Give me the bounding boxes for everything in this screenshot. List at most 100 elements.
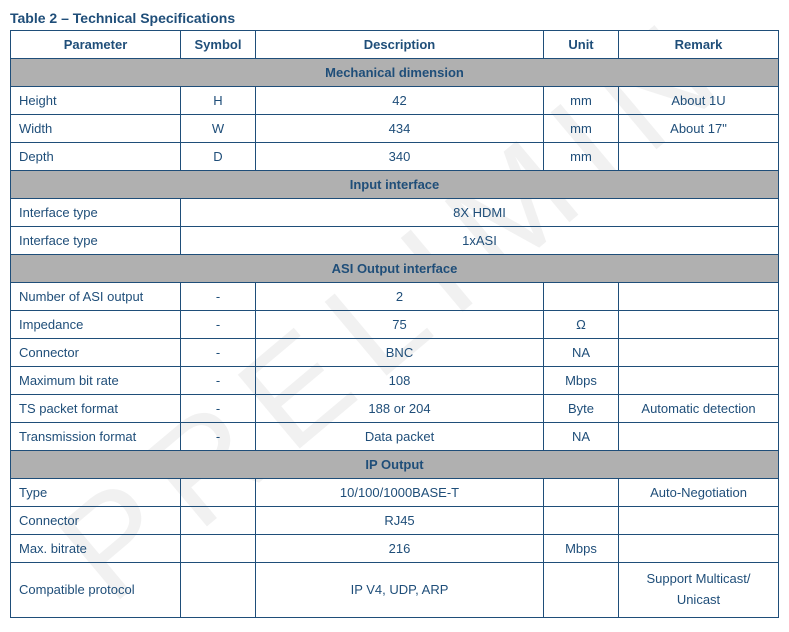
cell-description: Data packet: [256, 423, 544, 451]
header-description: Description: [256, 31, 544, 59]
cell-parameter: Type: [11, 479, 181, 507]
table-row: TS packet format-188 or 204ByteAutomatic…: [11, 395, 779, 423]
table-row: HeightH42mmAbout 1U: [11, 87, 779, 115]
table-title: Table 2 – Technical Specifications: [10, 10, 779, 26]
cell-symbol: H: [181, 87, 256, 115]
cell-unit: mm: [544, 87, 619, 115]
cell-unit: [544, 283, 619, 311]
table-row: Number of ASI output-2: [11, 283, 779, 311]
section-header: ASI Output interface: [11, 255, 779, 283]
cell-parameter: Connector: [11, 339, 181, 367]
cell-description: 434: [256, 115, 544, 143]
cell-description: 2: [256, 283, 544, 311]
table-row: Interface type1xASI: [11, 227, 779, 255]
table-row: Maximum bit rate-108Mbps: [11, 367, 779, 395]
table-row: Connector RJ45: [11, 507, 779, 535]
cell-symbol: [181, 563, 256, 618]
cell-remark: Automatic detection: [619, 395, 779, 423]
cell-remark: [619, 423, 779, 451]
cell-parameter: Width: [11, 115, 181, 143]
cell-remark: [619, 143, 779, 171]
cell-parameter: Max. bitrate: [11, 535, 181, 563]
cell-description: RJ45: [256, 507, 544, 535]
spec-table: Parameter Symbol Description Unit Remark…: [10, 30, 779, 618]
table-row: Max. bitrate 216Mbps: [11, 535, 779, 563]
header-unit: Unit: [544, 31, 619, 59]
cell-description-merged: 1xASI: [181, 227, 779, 255]
cell-remark: [619, 311, 779, 339]
cell-symbol: -: [181, 367, 256, 395]
cell-unit: mm: [544, 115, 619, 143]
section-header-cell: IP Output: [11, 451, 779, 479]
cell-description: 108: [256, 367, 544, 395]
cell-description: IP V4, UDP, ARP: [256, 563, 544, 618]
cell-unit: Byte: [544, 395, 619, 423]
table-row: Connector-BNCNA: [11, 339, 779, 367]
section-header: Input interface: [11, 171, 779, 199]
table-row: WidthW434mmAbout 17": [11, 115, 779, 143]
header-parameter: Parameter: [11, 31, 181, 59]
cell-description: 75: [256, 311, 544, 339]
cell-parameter: Interface type: [11, 227, 181, 255]
cell-symbol: W: [181, 115, 256, 143]
cell-description-merged: 8X HDMI: [181, 199, 779, 227]
cell-symbol: D: [181, 143, 256, 171]
cell-remark: [619, 283, 779, 311]
cell-parameter: Number of ASI output: [11, 283, 181, 311]
cell-remark: [619, 507, 779, 535]
cell-unit: mm: [544, 143, 619, 171]
table-row: Transmission format-Data packetNA: [11, 423, 779, 451]
cell-symbol: [181, 479, 256, 507]
section-header: Mechanical dimension: [11, 59, 779, 87]
cell-unit: [544, 507, 619, 535]
table-row: Impedance-75Ω: [11, 311, 779, 339]
header-remark: Remark: [619, 31, 779, 59]
cell-parameter: Maximum bit rate: [11, 367, 181, 395]
cell-remark: About 1U: [619, 87, 779, 115]
cell-description: 10/100/1000BASE-T: [256, 479, 544, 507]
cell-parameter: Height: [11, 87, 181, 115]
cell-parameter: TS packet format: [11, 395, 181, 423]
cell-parameter: Depth: [11, 143, 181, 171]
cell-symbol: -: [181, 423, 256, 451]
cell-unit: NA: [544, 339, 619, 367]
cell-remark: About 17": [619, 115, 779, 143]
cell-parameter: Transmission format: [11, 423, 181, 451]
cell-symbol: -: [181, 395, 256, 423]
section-header: IP Output: [11, 451, 779, 479]
section-header-cell: Mechanical dimension: [11, 59, 779, 87]
cell-unit: [544, 479, 619, 507]
cell-symbol: -: [181, 283, 256, 311]
cell-unit: Mbps: [544, 367, 619, 395]
cell-description: 188 or 204: [256, 395, 544, 423]
cell-symbol: [181, 535, 256, 563]
cell-description: 42: [256, 87, 544, 115]
cell-description: 216: [256, 535, 544, 563]
table-row: Type 10/100/1000BASE-T Auto-Negotiation: [11, 479, 779, 507]
cell-remark: Support Multicast/ Unicast: [619, 563, 779, 618]
cell-parameter: Compatible protocol: [11, 563, 181, 618]
cell-unit: NA: [544, 423, 619, 451]
table-row: Compatible protocol IP V4, UDP, ARP Suppor…: [11, 563, 779, 618]
cell-symbol: [181, 507, 256, 535]
table-row: Interface type8X HDMI: [11, 199, 779, 227]
cell-parameter: Impedance: [11, 311, 181, 339]
cell-remark: [619, 367, 779, 395]
cell-parameter: Interface type: [11, 199, 181, 227]
cell-remark: [619, 535, 779, 563]
header-row: Parameter Symbol Description Unit Remark: [11, 31, 779, 59]
cell-unit: [544, 563, 619, 618]
section-header-cell: ASI Output interface: [11, 255, 779, 283]
section-header-cell: Input interface: [11, 171, 779, 199]
cell-parameter: Connector: [11, 507, 181, 535]
cell-unit: Ω: [544, 311, 619, 339]
cell-unit: Mbps: [544, 535, 619, 563]
cell-description: BNC: [256, 339, 544, 367]
cell-remark: [619, 339, 779, 367]
cell-remark: Auto-Negotiation: [619, 479, 779, 507]
cell-description: 340: [256, 143, 544, 171]
header-symbol: Symbol: [181, 31, 256, 59]
cell-symbol: -: [181, 311, 256, 339]
cell-symbol: -: [181, 339, 256, 367]
table-row: DepthD340mm: [11, 143, 779, 171]
